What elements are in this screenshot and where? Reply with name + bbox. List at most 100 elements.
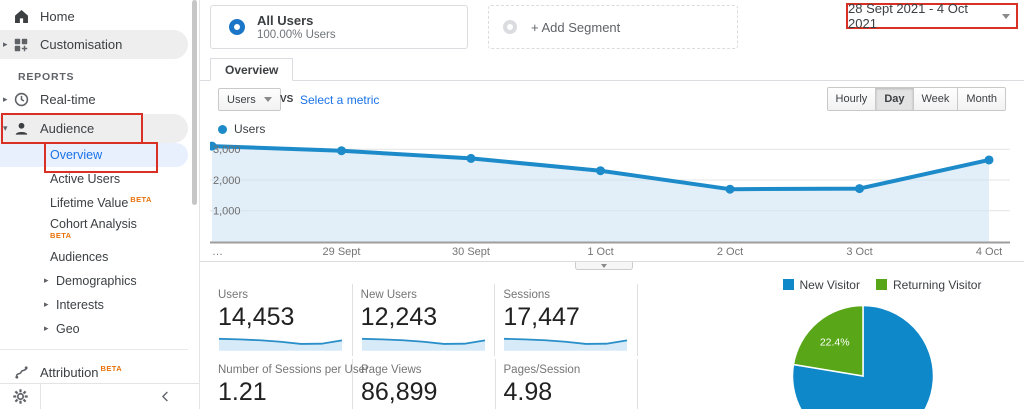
- sidebar-item-cohort-analysis[interactable]: Cohort Analysis BETA: [0, 215, 199, 245]
- metric-value: 1.21: [218, 378, 267, 406]
- sidebar-nav: Home ▸ Customisation REPORTS ▸ Real-time ▾ Audi…: [0, 2, 199, 387]
- granularity-month[interactable]: Month: [957, 87, 1006, 111]
- select-a-metric-link[interactable]: Select a metric: [300, 93, 380, 107]
- date-range-selector[interactable]: 28 Sept 2021 - 4 Oct 2021: [846, 1, 1018, 31]
- chevron-right-icon: ▸: [44, 324, 49, 334]
- legend-square-icon: [875, 279, 887, 290]
- segment-all-users[interactable]: All Users 100.00% Users: [210, 5, 468, 49]
- sidebar-item-home[interactable]: Home: [0, 2, 199, 30]
- segment-subtitle: 100.00% Users: [257, 29, 336, 41]
- sidebar-item-overview[interactable]: Overview: [0, 143, 188, 167]
- legend-label: Users: [234, 122, 266, 136]
- clock-icon: [13, 91, 31, 109]
- sidebar-collapse-button[interactable]: [158, 389, 173, 404]
- sidebar-item-label: Audience: [40, 121, 95, 136]
- sidebar-item-label: Overview: [50, 148, 103, 162]
- x-axis-label: …: [212, 246, 223, 258]
- metric-value: 86,899: [361, 378, 438, 406]
- tab-bar: Overview: [200, 58, 1024, 81]
- chevron-down-icon: ▾: [3, 123, 8, 134]
- chevron-down-icon: [1002, 13, 1010, 19]
- sidebar-item-real-time[interactable]: ▸ Real-time: [0, 85, 199, 114]
- x-axis-label: 1 Oct: [587, 246, 614, 258]
- sidebar-item-label: Interests: [56, 298, 104, 312]
- metric-cards: Users 14,453 New Users 12,243 Sessions 17,447…: [210, 284, 639, 409]
- x-axis-label: 4 Oct: [975, 246, 1003, 258]
- chart-x-axis-labels: … 29 Sept 30 Sept 1 Oct 2 Oct 3 Oct 4 Oct: [210, 246, 1010, 259]
- add-segment-circle-icon: [503, 20, 517, 34]
- sidebar-item-attribution[interactable]: Attribution BETA: [0, 358, 199, 387]
- sidebar-footer: [0, 383, 199, 409]
- attribution-icon: [13, 364, 31, 382]
- sidebar-scrollbar[interactable]: [192, 0, 197, 205]
- x-axis-label: 29 Sept: [322, 246, 361, 258]
- metric-value: 14,453: [218, 303, 295, 331]
- x-axis-label: 30 Sept: [452, 246, 490, 258]
- sidebar-divider: [0, 341, 188, 350]
- chart-divider: [200, 261, 1024, 270]
- metric-value: 4.98: [503, 378, 553, 406]
- beta-badge: BETA: [100, 364, 123, 373]
- visitor-pie-section: New Visitor Returning Visitor 22.4%: [740, 272, 1024, 409]
- granularity-day[interactable]: Day: [875, 87, 914, 111]
- metric-card-page-views[interactable]: Page Views 86,899: [353, 359, 496, 409]
- person-icon: [13, 120, 31, 138]
- svg-text:2,000: 2,000: [213, 175, 241, 187]
- metric-label: Pages/Session: [503, 364, 581, 376]
- sidebar-item-customisation[interactable]: ▸ Customisation: [0, 30, 188, 59]
- settings-gear-icon[interactable]: [12, 388, 29, 405]
- beta-badge: BETA: [50, 231, 72, 240]
- tab-overview[interactable]: Overview: [210, 58, 294, 81]
- metric-dropdown-label: Users: [227, 93, 256, 106]
- metric-card-new-users[interactable]: New Users 12,243: [353, 284, 496, 356]
- add-segment-label: + Add Segment: [531, 19, 621, 35]
- metric-value: 17,447: [503, 303, 580, 331]
- metric-sparkline: [504, 337, 628, 351]
- chevron-down-icon: [601, 263, 607, 268]
- metric-value: 12,243: [360, 303, 438, 331]
- sidebar-item-interests[interactable]: ▸ Interests: [0, 293, 199, 317]
- granularity-week[interactable]: Week: [912, 87, 959, 111]
- sidebar-item-geo[interactable]: ▸ Geo: [0, 317, 199, 341]
- legend-square-icon: [782, 279, 794, 290]
- svg-text:3,000: 3,000: [213, 144, 241, 156]
- metric-dropdown[interactable]: Users: [218, 88, 281, 111]
- chevron-right-icon: ▸: [44, 300, 49, 310]
- add-segment-button[interactable]: + Add Segment: [488, 5, 738, 49]
- sidebar-item-lifetime-value[interactable]: Lifetime Value BETA: [0, 191, 199, 215]
- sidebar-item-active-users[interactable]: Active Users: [0, 167, 199, 191]
- sidebar-item-label: Active Users: [50, 172, 121, 186]
- date-range-label: 28 Sept 2021 - 4 Oct 2021: [848, 1, 968, 31]
- x-axis-label: 3 Oct: [846, 246, 873, 258]
- sidebar-item-demographics[interactable]: ▸ Demographics: [0, 269, 199, 293]
- metric-label: Page Views: [361, 364, 422, 376]
- sidebar-item-label: Geo: [56, 322, 80, 336]
- pie-legend-item-new-visitor: New Visitor: [782, 278, 860, 292]
- metric-card-sessions[interactable]: Sessions 17,447: [495, 284, 639, 356]
- sidebar: Home ▸ Customisation REPORTS ▸ Real-time ▾ Audi…: [0, 0, 200, 409]
- metric-card-users[interactable]: Users 14,453: [210, 284, 353, 356]
- chevron-down-icon: [263, 97, 272, 102]
- metric-label: Users: [218, 289, 249, 301]
- sidebar-item-audience[interactable]: ▾ Audience: [0, 114, 188, 143]
- users-line-chart[interactable]: 1,000 2,000 3,000: [207, 137, 1010, 245]
- metric-sparkline: [361, 337, 485, 351]
- sidebar-item-label: Audiences: [50, 250, 109, 264]
- metric-sparkline: [218, 337, 343, 351]
- footer-divider: [40, 384, 41, 409]
- pie-legend-label: New Visitor: [799, 278, 860, 292]
- pie-legend-label: Returning Visitor: [892, 278, 982, 292]
- sidebar-item-audiences[interactable]: Audiences: [0, 245, 199, 269]
- chevron-right-icon: ▸: [3, 39, 8, 50]
- pie-legend: New Visitor Returning Visitor: [740, 278, 1024, 292]
- sidebar-item-label: Home: [40, 8, 75, 24]
- metric-card-number-of-sessions-per-user[interactable]: Number of Sessions per User 1.21: [210, 359, 369, 409]
- chart-collapse-button[interactable]: [575, 262, 633, 270]
- metric-card-pages-session[interactable]: Pages/Session 4.98: [496, 359, 638, 409]
- segment-title: All Users: [257, 13, 314, 28]
- visitor-pie-chart[interactable]: 22.4%: [788, 300, 938, 409]
- customisation-icon: [13, 36, 31, 54]
- granularity-hourly[interactable]: Hourly: [826, 87, 877, 111]
- metric-label: Sessions: [503, 289, 551, 301]
